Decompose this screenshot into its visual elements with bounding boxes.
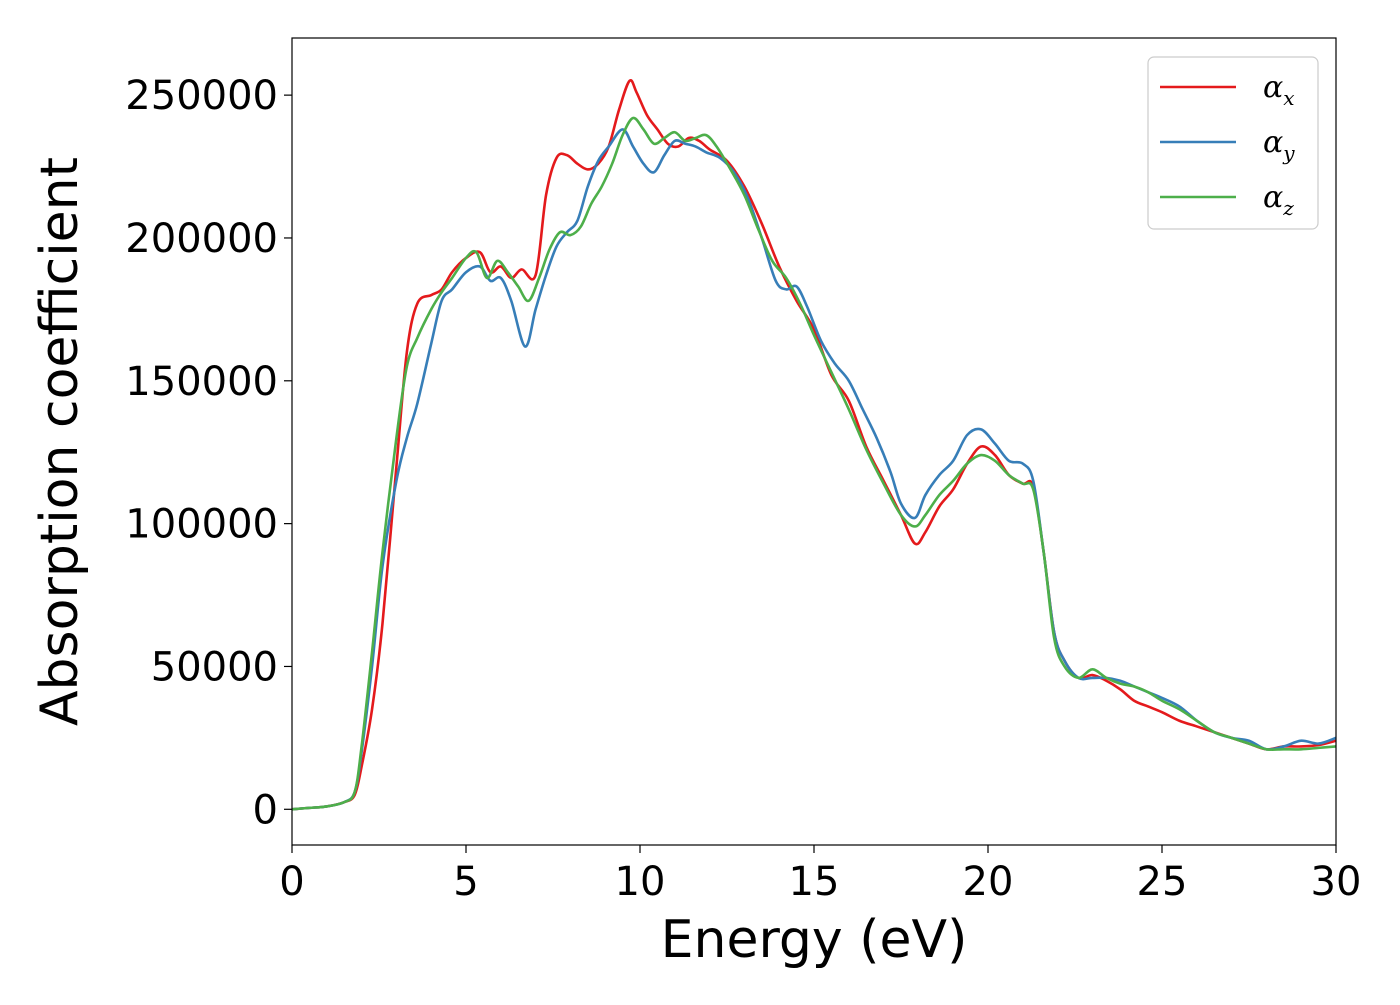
series-line-x — [292, 78, 1336, 811]
y-tick-label: 200000 — [125, 216, 278, 262]
x-tick-label: 30 — [1311, 859, 1362, 905]
y-tick-label: 50000 — [151, 644, 278, 690]
x-tick-label: 0 — [279, 859, 304, 905]
y-tick-label: 250000 — [125, 73, 278, 119]
x-tick-label: 15 — [789, 859, 840, 905]
legend: αx αy αz — [1147, 56, 1319, 230]
x-tick-label: 10 — [615, 859, 666, 905]
legend-label: αx — [1263, 70, 1295, 110]
x-tick-label: 20 — [963, 859, 1014, 905]
series-line-z — [292, 116, 1336, 811]
legend-label: αz — [1263, 180, 1294, 220]
y-tick-label: 100000 — [125, 502, 278, 548]
y-axis: 0 50000 100000 150000 200000 250000 — [125, 73, 292, 833]
x-axis-title: Energy (eV) — [661, 910, 968, 970]
x-tick-label: 5 — [453, 859, 478, 905]
series-line-y — [292, 128, 1336, 811]
x-tick-label: 25 — [1137, 859, 1188, 905]
legend-label: αy — [1263, 125, 1295, 165]
y-tick-label: 150000 — [125, 359, 278, 405]
legend-item-y: αy — [1160, 125, 1295, 165]
x-axis: 0 5 10 15 20 25 30 — [279, 845, 1361, 905]
plot-area — [292, 78, 1336, 811]
y-axis-title: Absorption coefficient — [30, 157, 90, 726]
legend-item-x: αx — [1160, 70, 1295, 110]
legend-item-z: αz — [1160, 180, 1294, 220]
y-tick-label: 0 — [253, 787, 278, 833]
